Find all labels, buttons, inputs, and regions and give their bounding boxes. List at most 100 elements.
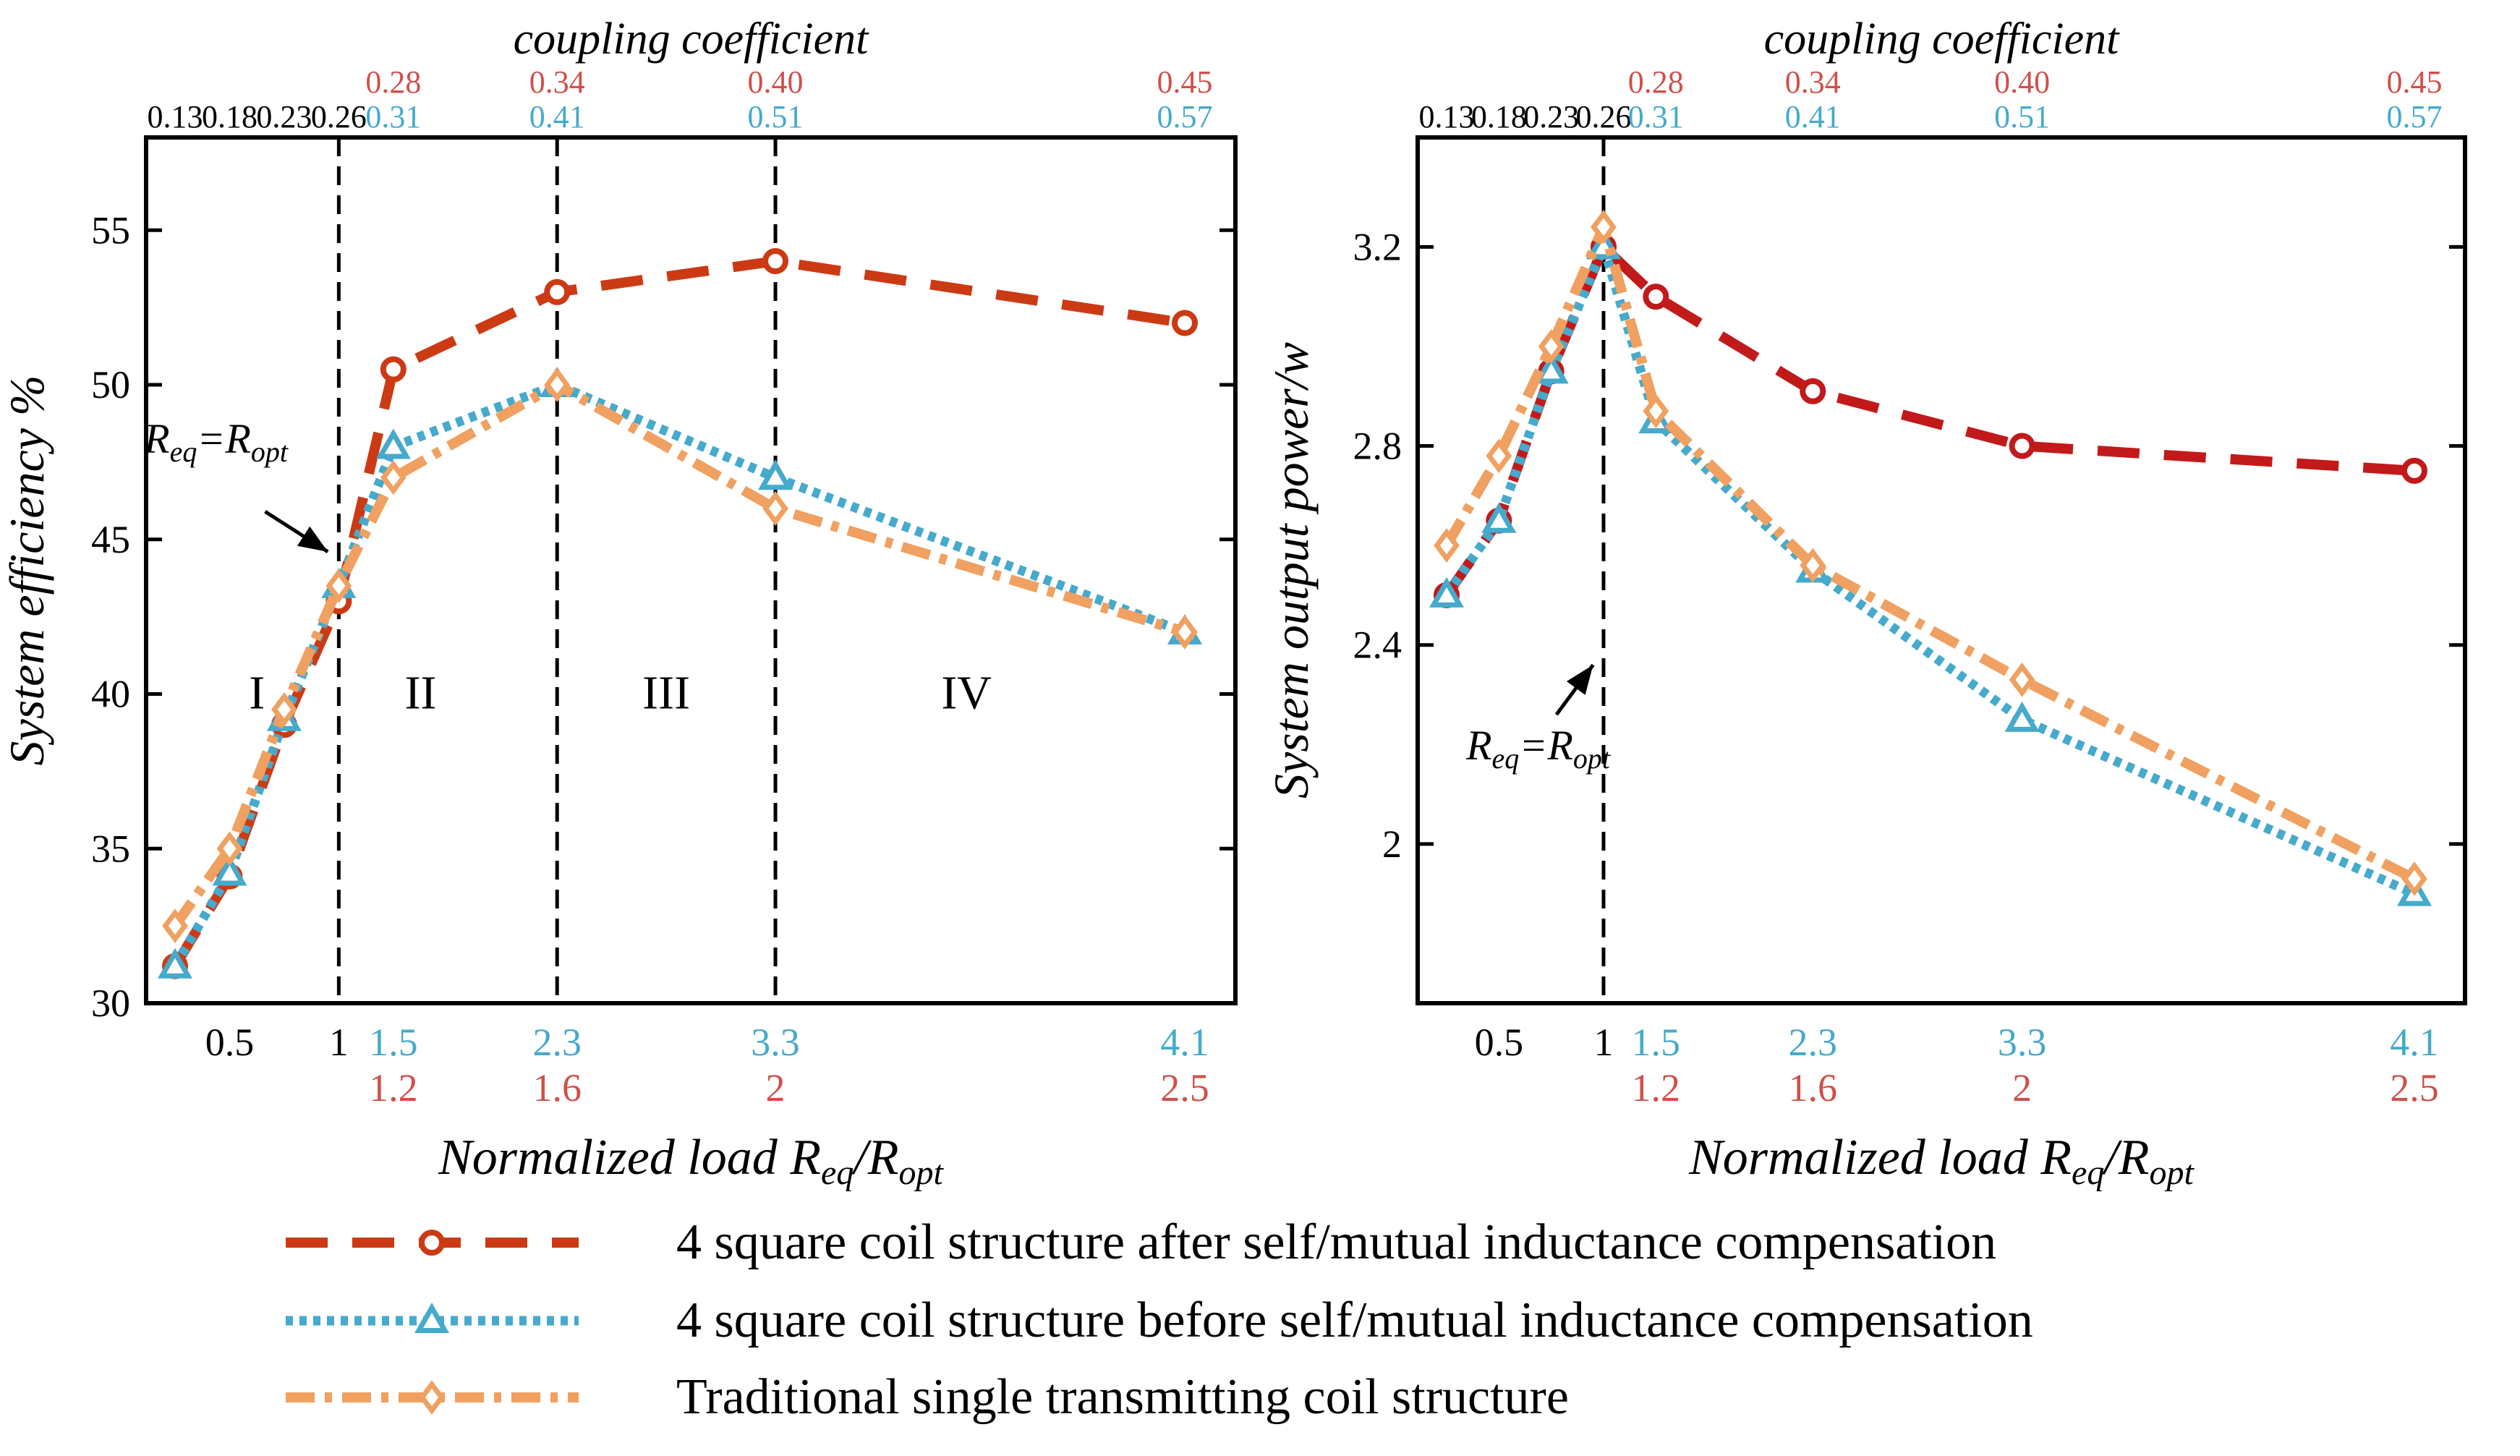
annotation-sub: opt xyxy=(251,435,289,468)
top-tick-label-blue: 0.41 xyxy=(529,99,585,135)
y-tick-label: 30 xyxy=(91,982,130,1025)
top-tick-label-red: 0.45 xyxy=(1157,64,1213,100)
y-axis-title: System efficiency % xyxy=(0,375,54,766)
y-tick-label: 55 xyxy=(91,208,130,252)
x-tick-label-blue: 2.3 xyxy=(1789,1021,1838,1064)
plot-frame xyxy=(144,135,1238,1005)
legend: 4 square coil structure after self/mutua… xyxy=(286,1214,2033,1425)
x-tick-label-red: 1.2 xyxy=(369,1066,418,1110)
data-point-after xyxy=(1172,310,1198,336)
data-point-traditional xyxy=(1643,393,1669,429)
top-tick-label-red: 0.34 xyxy=(1785,64,1841,100)
y-tick-label: 3.2 xyxy=(1353,225,1402,268)
data-point-traditional xyxy=(1538,329,1565,364)
annotation-main: R xyxy=(143,415,169,462)
x-tick-label-red: 2 xyxy=(766,1066,786,1110)
x-tick-label-red: 1.2 xyxy=(1632,1066,1681,1110)
data-point-after xyxy=(762,248,789,274)
x-tick-label-red: 2.5 xyxy=(2390,1066,2439,1110)
y-tick-label: 45 xyxy=(91,518,130,561)
y-tick-label: 2.4 xyxy=(1353,623,1402,667)
region-label: III xyxy=(642,667,690,720)
y-tick-label: 2 xyxy=(1382,822,1402,866)
data-point-after xyxy=(544,278,571,305)
data-point-traditional xyxy=(380,460,406,495)
x-tick-label: 0.5 xyxy=(1475,1021,1524,1064)
annotation-mid: =R xyxy=(1519,722,1573,769)
x-tick-label-blue: 4.1 xyxy=(1160,1021,1209,1064)
legend-swatch-marker xyxy=(414,1302,450,1333)
x-axis-title-main: Normalized load R xyxy=(438,1130,821,1185)
y-tick-label: 50 xyxy=(91,363,130,406)
top-tick-label: 0.18 xyxy=(1471,99,1527,135)
annotation-main: R xyxy=(1465,722,1491,769)
y-tick-label: 35 xyxy=(91,827,130,870)
region-label: IV xyxy=(941,667,992,720)
data-point-before xyxy=(212,855,247,886)
annotation-sub: eq xyxy=(1492,742,1520,775)
y-axis-title: System output power/w xyxy=(1264,342,1319,799)
top-axis-title: coupling coefficient xyxy=(514,14,869,64)
top-tick-label: 0.13 xyxy=(148,99,203,135)
top-tick-label: 0.18 xyxy=(202,99,257,135)
annotation-sub: eq xyxy=(170,435,197,468)
annotation-label: Req=Ropt xyxy=(143,415,289,468)
data-point-traditional xyxy=(325,569,352,603)
top-tick-label: 0.26 xyxy=(1575,99,1631,135)
top-tick-label-red: 0.34 xyxy=(529,64,585,100)
x-tick-label-blue: 3.3 xyxy=(1998,1021,2047,1064)
x-axis-title: Normalized load Req/Ropt xyxy=(438,1130,944,1192)
legend-swatch-marker xyxy=(419,1230,445,1256)
data-point-before xyxy=(1481,502,1517,533)
top-tick-label-red: 0.28 xyxy=(1628,64,1684,100)
data-point-traditional xyxy=(544,367,571,402)
legend-label: 4 square coil structure after self/mutua… xyxy=(676,1214,1996,1270)
data-point-traditional xyxy=(2009,663,2035,697)
x-tick-label: 0.5 xyxy=(205,1021,255,1064)
x-tick-label: 1 xyxy=(329,1021,349,1064)
power-panel: 22.42.83.20.5 1 1.5 2.3 3.3 4.11.2 1.6 2 2.50.13… xyxy=(1264,14,2467,1192)
top-tick-label-blue: 0.51 xyxy=(1994,99,2050,135)
data-point-before xyxy=(758,459,793,490)
x-axis-title-sub: eq xyxy=(2072,1154,2104,1192)
series-line-before xyxy=(1442,242,2417,898)
y-tick-label: 2.8 xyxy=(1353,425,1402,468)
data-point-traditional xyxy=(2401,861,2427,896)
series-line-traditional xyxy=(1442,221,2417,884)
data-point-after_right xyxy=(2401,457,2427,484)
legend-label: Traditional single transmitting coil str… xyxy=(676,1369,1569,1425)
x-tick-label-red: 1.6 xyxy=(1789,1066,1838,1110)
data-point-before xyxy=(375,428,411,459)
annotation-label: Req=Ropt xyxy=(1465,722,1611,775)
data-point-traditional xyxy=(1172,615,1198,650)
top-tick-label-red: 0.40 xyxy=(748,64,804,100)
legend-swatch-marker xyxy=(419,1380,445,1415)
x-tick-label-red: 1.6 xyxy=(532,1066,582,1110)
data-point-before xyxy=(1533,353,1569,384)
data-point-after_right xyxy=(1643,284,1669,310)
x-axis-title-mid: /R xyxy=(851,1130,898,1185)
x-tick-label-blue: 2.3 xyxy=(532,1021,582,1064)
data-point-traditional xyxy=(1486,438,1512,474)
top-axis-title: coupling coefficient xyxy=(1764,14,2120,64)
data-point-before xyxy=(2004,701,2040,732)
x-axis-title: Normalized load Req/Ropt xyxy=(1688,1130,2195,1192)
top-tick-label-red: 0.40 xyxy=(1994,64,2050,100)
top-tick-label-blue: 0.31 xyxy=(365,99,421,135)
top-tick-label-red: 0.45 xyxy=(2387,64,2443,100)
x-axis-title-main: Normalized load R xyxy=(1688,1130,2072,1185)
region-label: I xyxy=(249,667,265,720)
data-point-before xyxy=(157,948,193,979)
top-tick-label-blue: 0.57 xyxy=(2387,99,2443,135)
x-tick-label-blue: 4.1 xyxy=(2390,1021,2439,1064)
data-point-after xyxy=(380,356,406,383)
series-line-traditional xyxy=(171,380,1187,929)
series-line-after_right xyxy=(1442,242,2415,598)
top-tick-label-blue: 0.51 xyxy=(748,99,804,135)
series-line-before xyxy=(171,380,1187,968)
data-point-traditional xyxy=(1591,209,1617,244)
data-point-before xyxy=(1429,576,1465,608)
top-tick-label-blue: 0.41 xyxy=(1785,99,1841,135)
data-point-traditional xyxy=(216,831,243,867)
